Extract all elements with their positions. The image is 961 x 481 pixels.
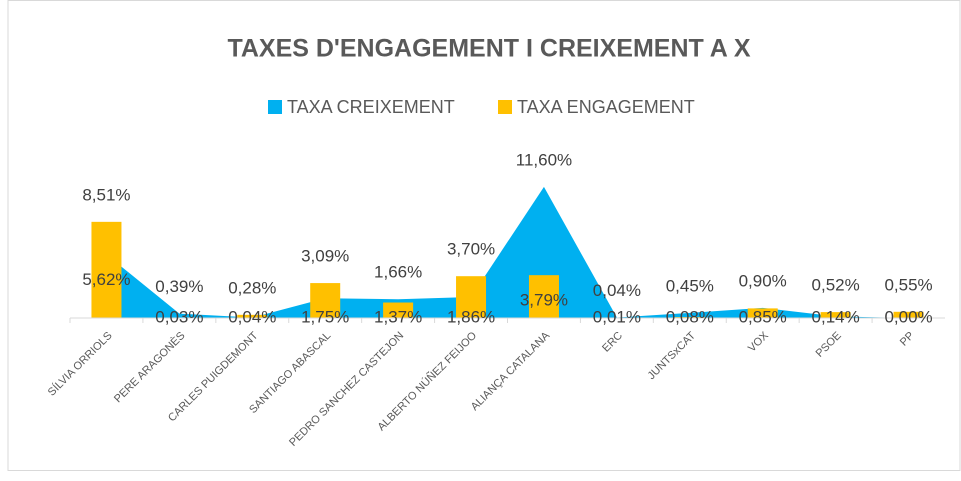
data-label: 0,45% — [666, 276, 714, 295]
bar — [383, 302, 414, 318]
data-label: 0,90% — [739, 271, 787, 290]
legend-swatch — [498, 100, 512, 114]
data-label: 0,85% — [739, 307, 787, 326]
data-label: 1,66% — [374, 263, 422, 282]
data-label: 0,14% — [812, 307, 860, 326]
data-label: 1,37% — [374, 307, 422, 326]
legend-label: TAXA CREIXEMENT — [287, 97, 455, 117]
data-label: 0,04% — [593, 281, 641, 300]
data-label: 0,03% — [155, 307, 203, 326]
data-label: 3,70% — [447, 240, 495, 259]
bar — [747, 308, 778, 318]
bar — [310, 283, 341, 318]
data-label: 3,79% — [520, 291, 568, 310]
chart-title: TAXES D'ENGAGEMENT I CREIXEMENT A X — [227, 35, 750, 63]
data-label: 11,60% — [516, 150, 572, 169]
data-label: 0,52% — [812, 276, 860, 295]
data-label: 8,51% — [82, 185, 130, 204]
bar — [893, 311, 924, 318]
legend-swatch — [268, 100, 282, 114]
data-label: 1,86% — [447, 307, 495, 326]
bar — [528, 275, 559, 318]
data-label: 5,62% — [82, 270, 130, 289]
data-label: 0,08% — [666, 307, 714, 326]
data-label: 0,28% — [228, 278, 276, 297]
area — [106, 186, 909, 318]
bar — [456, 276, 487, 318]
data-label: 0,01% — [593, 307, 641, 326]
legend-label: TAXA ENGAGEMENT — [517, 97, 695, 117]
bar — [237, 314, 268, 318]
bar — [91, 221, 122, 318]
data-label: 3,09% — [301, 247, 349, 266]
chart-border — [7, 0, 961, 471]
data-label: 0,00% — [884, 307, 932, 326]
data-label: 0,04% — [228, 307, 276, 326]
data-label: 1,75% — [301, 307, 349, 326]
bar — [820, 312, 851, 318]
data-label: 0,55% — [884, 275, 932, 294]
data-label: 0,39% — [155, 277, 203, 296]
